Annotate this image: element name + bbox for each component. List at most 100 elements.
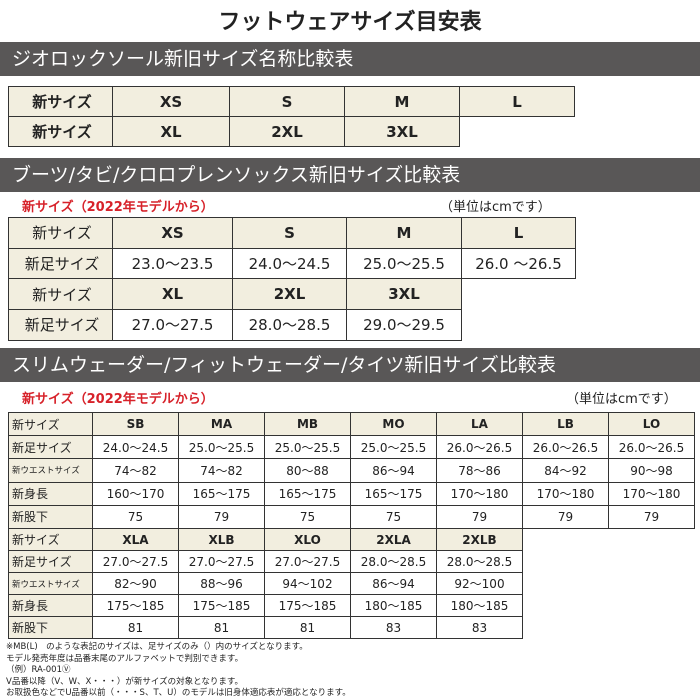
table-cell: MO [350,412,437,437]
table-cell: 170～180 [436,481,523,506]
table-cell: 24.0～24.5 [92,435,179,460]
table-cell: 83 [350,616,437,639]
table-cell: M [344,86,460,117]
table-cell: 25.0～25.5 [264,435,351,460]
table-cell: XLB [178,528,265,551]
table-cell: 175～185 [178,594,265,617]
table-cell: XL [112,278,233,311]
row-label: 新サイズ [8,412,93,437]
table-cell: 75 [264,504,351,529]
table-cell: 83 [436,616,523,639]
section-heading: ブーツ/タビ/クロロプレンソックス新旧サイズ比較表 [0,158,700,192]
table-cell: 27.0～27.5 [112,309,233,341]
table-cell: XL [112,116,230,147]
row-label: 新股下 [8,504,93,529]
table-cell: 26.0～26.5 [608,435,695,460]
table-cell: 92～100 [436,572,523,595]
table-cell: XLO [264,528,351,551]
footnote: お取扱色などでU品番以前（・・・S、T、U）のモデルは旧身体適応表が適応となりま… [6,688,351,698]
table-cell: 79 [178,504,265,529]
table-cell: 2XLA [350,528,437,551]
table-cell: 79 [608,504,695,529]
table-cell: MA [178,412,265,437]
note: 新サイズ（2022年モデルから） [22,200,214,215]
table-cell: 165～175 [178,481,265,506]
table-cell: 23.0～23.5 [112,247,233,280]
row-label: 新サイズ [8,217,113,249]
table-cell: 165～175 [350,481,437,506]
table-cell: 26.0～26.5 [436,435,523,460]
table-cell: XS [112,217,233,249]
table-cell: 80～88 [264,458,351,483]
table-cell: 25.0～25.5 [346,247,462,280]
table-cell: 2XLB [436,528,523,551]
table-cell: 26.0 ～26.5 [461,247,576,280]
table-cell: 75 [92,504,179,529]
table-cell: 26.0～26.5 [522,435,609,460]
table-cell: 2XL [229,116,345,147]
table-cell: 24.0～24.5 [232,247,347,280]
footnote: V品番以降（V、W、X・・・）が新サイズの対象となります。 [6,676,243,687]
footnote: モデル発売年度は品番末尾のアルファベットで判別できます。 [6,653,244,664]
table-cell: 29.0～29.5 [346,309,462,341]
table-cell: LB [522,412,609,437]
table-cell: LO [608,412,695,437]
table-cell: 82～90 [92,572,179,595]
table-cell: 86～94 [350,572,437,595]
unit-note: （単位はcmです） [440,200,551,215]
table-cell: 74～82 [178,458,265,483]
row-label: 新ウエストサイズ [8,572,93,595]
table-cell: 75 [350,504,437,529]
row-label: 新身長 [8,481,93,506]
table-cell: 78～86 [436,458,523,483]
table-cell: 170～180 [608,481,695,506]
table-cell: 27.0～27.5 [92,550,179,573]
row-label: 新サイズ [8,528,93,551]
table-cell: SB [92,412,179,437]
table-cell: 81 [92,616,179,639]
table-cell: 27.0～27.5 [178,550,265,573]
table-cell: L [461,217,576,249]
page-title: フットウェアサイズ目安表 [218,10,482,35]
footnote: ※MB(L) のような表記のサイズは、足サイズのみ（）内のサイズとなります。 [6,642,308,652]
table-cell: 25.0～25.5 [350,435,437,460]
table-cell: 175～185 [264,594,351,617]
table-cell: 2XL [232,278,347,311]
table-cell: 165～175 [264,481,351,506]
table-cell: 25.0～25.5 [178,435,265,460]
table-cell: S [229,86,345,117]
row-label: 新サイズ [8,278,113,311]
section-heading: ジオロックソール新旧サイズ名称比較表 [0,42,700,76]
row-label: 新サイズ [8,86,113,117]
table-cell: XS [112,86,230,117]
table-cell: MB [264,412,351,437]
table-cell: 3XL [344,116,460,147]
table-cell: 94～102 [264,572,351,595]
table-cell: LA [436,412,523,437]
table-cell: S [232,217,347,249]
table-cell: 28.0～28.5 [350,550,437,573]
table-cell: 175～185 [92,594,179,617]
note: 新サイズ（2022年モデルから） [22,392,214,407]
table-cell: 74～82 [92,458,179,483]
row-label: 新足サイズ [8,550,93,573]
table-cell: 170～180 [522,481,609,506]
table-cell: XLA [92,528,179,551]
row-label: 新ウエストサイズ [8,458,93,483]
row-label: 新足サイズ [8,309,113,341]
table-cell: 84～92 [522,458,609,483]
table-cell: 86～94 [350,458,437,483]
table-cell: 180～185 [436,594,523,617]
row-label: 新サイズ [8,116,113,147]
table-cell: 180～185 [350,594,437,617]
table-cell: 79 [522,504,609,529]
row-label: 新股下 [8,616,93,639]
table-cell: 88～96 [178,572,265,595]
table-cell: 28.0～28.5 [232,309,347,341]
row-label: 新身長 [8,594,93,617]
row-label: 新足サイズ [8,435,93,460]
table-cell: 81 [178,616,265,639]
table-cell: 81 [264,616,351,639]
footnote: （例）RA-001Ⓥ [6,665,71,675]
